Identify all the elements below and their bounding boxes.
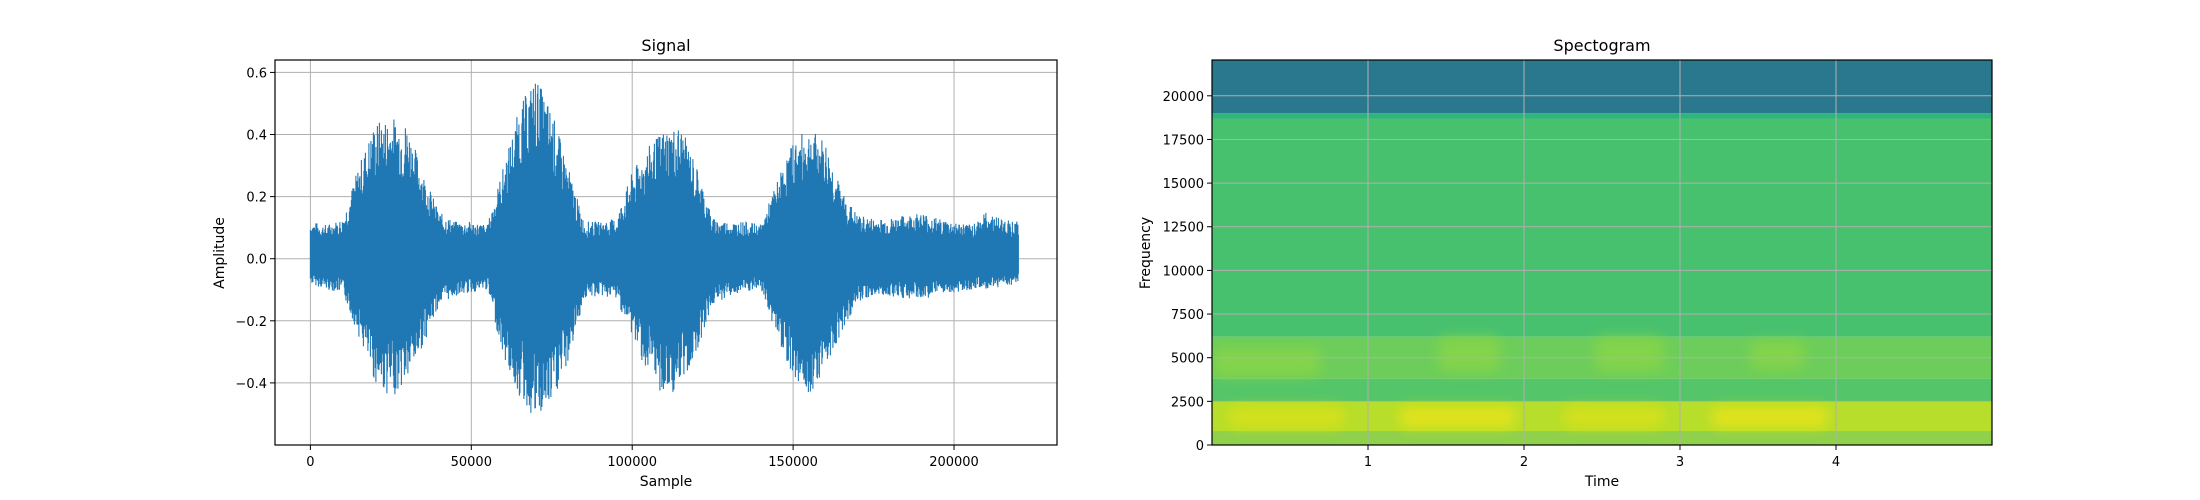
spectrogram-band [1212,60,1992,114]
spectrogram-band [1212,431,1992,445]
spectrogram-hotspot [1594,336,1665,372]
spectrogram-panel: Spectogram 1 2 3 4 0 2500 5000 7500 10000 12500 1… [1138,36,1993,490]
spectrogram-x-tick-label: 1 [1364,455,1372,470]
spectrogram-bands [1212,60,1992,445]
signal-title: Signal [641,36,690,55]
spectrogram-x-ticks: 1 2 3 4 [1364,445,1840,470]
spectrogram-y-tick-label: 5000 [1171,352,1204,367]
signal-x-ticks: 0 50000 100000 150000 200000 [306,445,979,470]
spectrogram-y-tick-label: 10000 [1163,264,1204,279]
signal-y-tick-label: −0.4 [235,377,267,392]
signal-y-axis-label: Amplitude [212,217,228,289]
signal-series [309,83,1019,413]
spectrogram-y-tick-label: 20000 [1163,90,1204,105]
spectrogram-x-tick-label: 2 [1520,455,1528,470]
signal-plot-frame [274,59,1058,446]
spectrogram-title: Spectogram [1553,36,1650,55]
spectrogram-band [1212,378,1992,402]
spectrogram-y-tick-label: 2500 [1171,395,1204,410]
spectrogram-band [1212,113,1992,119]
signal-x-tick-label: 200000 [929,455,979,470]
spectrogram-hotspot [1212,347,1322,377]
signal-y-tick-label: 0.6 [246,66,267,81]
signal-y-ticks: −0.4 −0.2 0.0 0.2 0.4 0.6 [235,66,275,392]
spectrogram-hotspot [1750,340,1805,370]
spectrogram-hotspot [1563,406,1665,428]
spectrogram-y-tick-label: 12500 [1163,221,1204,236]
signal-x-tick-label: 0 [306,455,314,470]
spectrogram-y-tick-label: 0 [1196,439,1204,454]
spectrogram-hotspot [1227,406,1345,428]
signal-x-tick-label: 100000 [607,455,657,470]
signal-y-tick-label: 0.0 [246,253,267,268]
spectrogram-y-tick-label: 7500 [1171,308,1204,323]
signal-y-tick-label: 0.4 [246,129,267,144]
spectrogram-band [1212,118,1992,337]
spectrogram-plot-frame [1211,59,1993,446]
spectrogram-hotspot [1399,406,1517,428]
spectrogram-hotspot [1438,336,1501,372]
signal-x-tick-label: 150000 [768,455,818,470]
signal-y-tick-label: 0.2 [246,191,267,206]
spectrogram-y-tick-label: 15000 [1163,177,1204,192]
signal-x-tick-label: 50000 [451,455,492,470]
spectrogram-x-tick-label: 3 [1676,455,1684,470]
signal-x-axis-label: Sample [640,474,693,490]
spectrogram-x-tick-label: 4 [1832,455,1840,470]
signal-y-tick-label: −0.2 [235,315,267,330]
spectrogram-y-axis-label: Frequency [1138,217,1154,289]
signal-panel: Signal 0 50000 100000 150000 200000 −0.4 −0.2… [212,36,1058,490]
spectrogram-hotspots [1212,336,1829,428]
spectrogram-x-axis-label: Time [1584,474,1619,490]
spectrogram-hotspot [1711,406,1829,428]
spectrogram-y-ticks: 0 2500 5000 7500 10000 12500 15000 17500 20000 [1163,90,1212,454]
spectrogram-y-tick-label: 17500 [1163,133,1204,148]
signal-waveform-line [309,83,1019,413]
